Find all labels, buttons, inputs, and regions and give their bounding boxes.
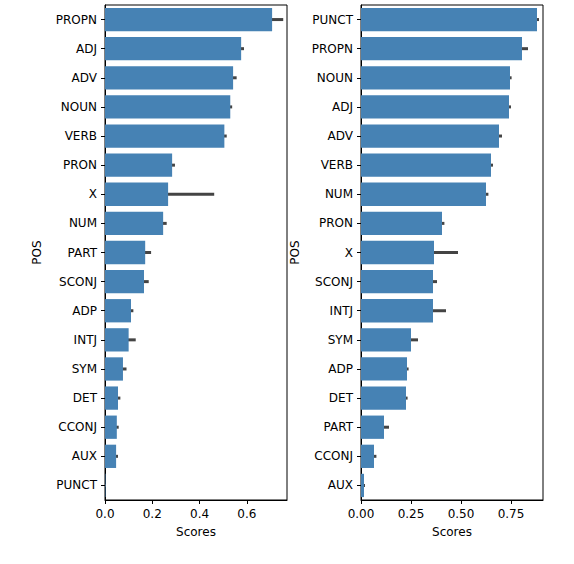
svg-text:DET: DET xyxy=(73,391,98,405)
svg-text:ADV: ADV xyxy=(328,129,354,143)
svg-text:POS: POS xyxy=(30,240,44,264)
svg-text:PART: PART xyxy=(68,246,98,260)
svg-text:0.50: 0.50 xyxy=(448,507,475,521)
svg-text:0.75: 0.75 xyxy=(498,507,525,521)
svg-text:PRON: PRON xyxy=(63,158,97,172)
svg-text:PART: PART xyxy=(324,420,354,434)
svg-text:SCONJ: SCONJ xyxy=(59,275,97,289)
svg-text:PUNCT: PUNCT xyxy=(312,13,353,27)
svg-text:ADP: ADP xyxy=(72,304,97,318)
svg-text:INTJ: INTJ xyxy=(74,333,97,347)
svg-text:SYM: SYM xyxy=(72,362,97,376)
svg-text:ADV: ADV xyxy=(72,71,98,85)
svg-text:0.2: 0.2 xyxy=(143,507,162,521)
svg-text:SCONJ: SCONJ xyxy=(315,275,353,289)
svg-text:Scores: Scores xyxy=(176,525,216,539)
svg-text:CCONJ: CCONJ xyxy=(314,449,353,463)
svg-text:0.00: 0.00 xyxy=(348,507,375,521)
svg-text:0.6: 0.6 xyxy=(237,507,256,521)
svg-text:NUM: NUM xyxy=(69,216,97,230)
svg-text:VERB: VERB xyxy=(65,129,97,143)
svg-text:ADJ: ADJ xyxy=(76,42,97,56)
svg-text:POS: POS xyxy=(288,240,302,264)
svg-text:X: X xyxy=(345,246,353,260)
svg-text:ADJ: ADJ xyxy=(332,100,353,114)
svg-text:PROPN: PROPN xyxy=(56,13,97,27)
svg-text:AUX: AUX xyxy=(72,449,97,463)
svg-text:PROPN: PROPN xyxy=(312,42,353,56)
svg-text:CCONJ: CCONJ xyxy=(58,420,97,434)
svg-text:ADP: ADP xyxy=(328,362,353,376)
svg-text:0.25: 0.25 xyxy=(398,507,425,521)
svg-text:X: X xyxy=(89,187,97,201)
svg-text:NOUN: NOUN xyxy=(61,100,97,114)
svg-text:AUX: AUX xyxy=(328,478,353,492)
svg-text:INTJ: INTJ xyxy=(330,304,353,318)
svg-text:NOUN: NOUN xyxy=(317,71,353,85)
svg-text:0.4: 0.4 xyxy=(190,507,209,521)
svg-text:NUM: NUM xyxy=(325,187,353,201)
svg-text:0.0: 0.0 xyxy=(95,507,114,521)
svg-text:SYM: SYM xyxy=(328,333,353,347)
svg-text:DET: DET xyxy=(329,391,354,405)
svg-text:PRON: PRON xyxy=(319,216,353,230)
svg-text:Scores: Scores xyxy=(432,525,472,539)
svg-text:VERB: VERB xyxy=(321,158,353,172)
svg-text:PUNCT: PUNCT xyxy=(56,478,97,492)
